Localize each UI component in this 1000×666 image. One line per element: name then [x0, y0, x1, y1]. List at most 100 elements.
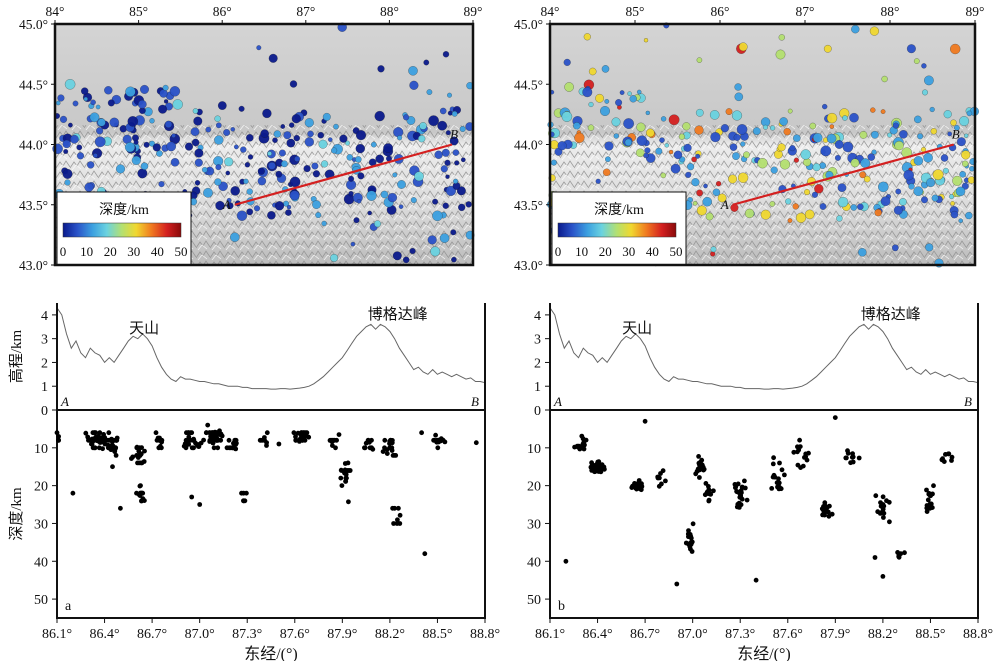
epicenter-dot: [97, 118, 106, 127]
y-tick-label: 30: [527, 517, 541, 532]
epicenter-dot: [752, 127, 761, 135]
colorbar-tick: 30: [622, 244, 635, 259]
epicenter-dot: [600, 106, 610, 116]
x-tick-label: 84°: [541, 4, 560, 19]
epicenter-dot: [215, 200, 225, 211]
hypocenter-dot: [880, 494, 886, 500]
epicenter-dot: [940, 154, 949, 162]
epicenter-dot: [950, 201, 955, 206]
epicenter-dot: [392, 251, 402, 261]
epicenter-dot: [392, 172, 398, 178]
epicenter-dot: [137, 99, 147, 109]
hypocenter-dot: [822, 500, 828, 506]
hypocenter-dot: [136, 492, 142, 497]
hypocenter-dot: [397, 521, 403, 526]
epicenter-dot: [595, 178, 601, 184]
epicenter-dot: [687, 163, 695, 171]
hypocenter-dot: [738, 493, 744, 499]
hypocenter-dot: [442, 439, 448, 445]
hypocenter-dot: [387, 445, 393, 451]
epicenter-dot: [70, 134, 79, 144]
hypocenter-dot: [291, 430, 297, 436]
y-tick-label: 20: [527, 480, 541, 495]
epicenter-dot: [240, 146, 247, 153]
y-tick-label: 2: [534, 356, 541, 371]
hypocenter-dot: [845, 450, 851, 456]
epicenter-dot: [760, 209, 771, 220]
epicenter-dot: [906, 44, 916, 54]
y-tick-label: 50: [34, 593, 48, 608]
epicenter-dot: [397, 135, 403, 141]
hypocenter-dot: [214, 437, 220, 443]
epicenter-dot: [822, 103, 828, 110]
epicenter-dot: [785, 198, 792, 205]
hypocenter-dot: [210, 437, 216, 443]
y-tick-label: 10: [527, 442, 541, 457]
epicenter-dot: [201, 166, 208, 173]
epicenter-dot: [267, 151, 272, 156]
hypocenter-dot: [844, 455, 849, 461]
y-tick-label: 30: [34, 517, 48, 532]
epicenter-dot: [238, 105, 245, 112]
epicenter-dot: [367, 210, 372, 216]
epicenter-dot: [402, 256, 410, 264]
epicenter-dot: [783, 128, 791, 136]
epicenter-dot: [943, 110, 952, 119]
epicenter-dot: [814, 184, 824, 194]
epicenter-dot: [964, 133, 969, 138]
epicenter-dot: [280, 124, 286, 129]
epicenter-dot: [777, 143, 786, 152]
hypocenter-dot: [92, 430, 97, 436]
epicenter-dot: [170, 158, 180, 167]
depth-frame: [56, 409, 486, 619]
epicenter-dot: [775, 49, 786, 60]
hypocenter-dot: [795, 444, 800, 450]
hypocenter-dot: [705, 491, 711, 496]
hypocenter-dot: [156, 445, 162, 451]
hypocenter-dot: [102, 435, 108, 440]
epicenter-dot: [203, 187, 213, 198]
epicenter-dot: [214, 115, 221, 122]
epicenter-dot: [740, 141, 746, 147]
hypocenter-dot: [690, 521, 696, 527]
hypocenter-dot: [197, 502, 203, 507]
hypocenter-dot: [343, 472, 349, 477]
x-tick-label: 87.6°: [280, 627, 310, 642]
epicenter-dot: [613, 133, 619, 139]
hypocenter-points: [563, 415, 955, 587]
epicenter-dot: [215, 164, 222, 171]
epicenter-dot: [76, 144, 83, 151]
epicenter-dot: [62, 168, 73, 179]
epicenter-dot: [257, 167, 265, 175]
hypocenter-dot: [674, 581, 680, 587]
epicenter-dot: [694, 125, 704, 135]
colorbar-legend: 深度/km 0 10 20 30 40 50: [551, 191, 687, 266]
x-axis-label: 东经/(°): [244, 645, 298, 661]
epicenter-dot: [137, 168, 148, 179]
epicenter-dot: [962, 160, 969, 167]
hypocenter-dot: [389, 440, 395, 446]
epicenter-dot: [356, 199, 362, 204]
epicenter-dot: [158, 104, 168, 114]
epicenter-dot: [703, 183, 708, 189]
x-tick-label: 86.1°: [42, 627, 72, 642]
epicenter-dot: [959, 171, 966, 178]
epicenter-dot: [550, 159, 557, 166]
hypocenter-dot: [697, 475, 702, 480]
elevation-y-label: 高程/km: [8, 330, 25, 384]
hypocenter-dot: [850, 454, 856, 460]
epicenter-dot: [449, 136, 459, 146]
hypocenter-dot: [262, 437, 267, 443]
epicenter-dot: [366, 190, 377, 201]
epicenter-dot: [692, 201, 698, 206]
epicenter-dot: [312, 170, 320, 178]
epicenter-dot: [289, 80, 298, 88]
epicenter-dot: [83, 96, 88, 102]
epicenter-dot: [333, 123, 339, 130]
epicenter-dot: [604, 141, 614, 151]
y-tick-label: 2: [41, 356, 48, 371]
epicenter-dot: [127, 116, 139, 127]
epicenter-dot: [705, 212, 714, 221]
x-tick-label: 85°: [129, 4, 148, 19]
hypocenter-dot: [391, 521, 396, 526]
